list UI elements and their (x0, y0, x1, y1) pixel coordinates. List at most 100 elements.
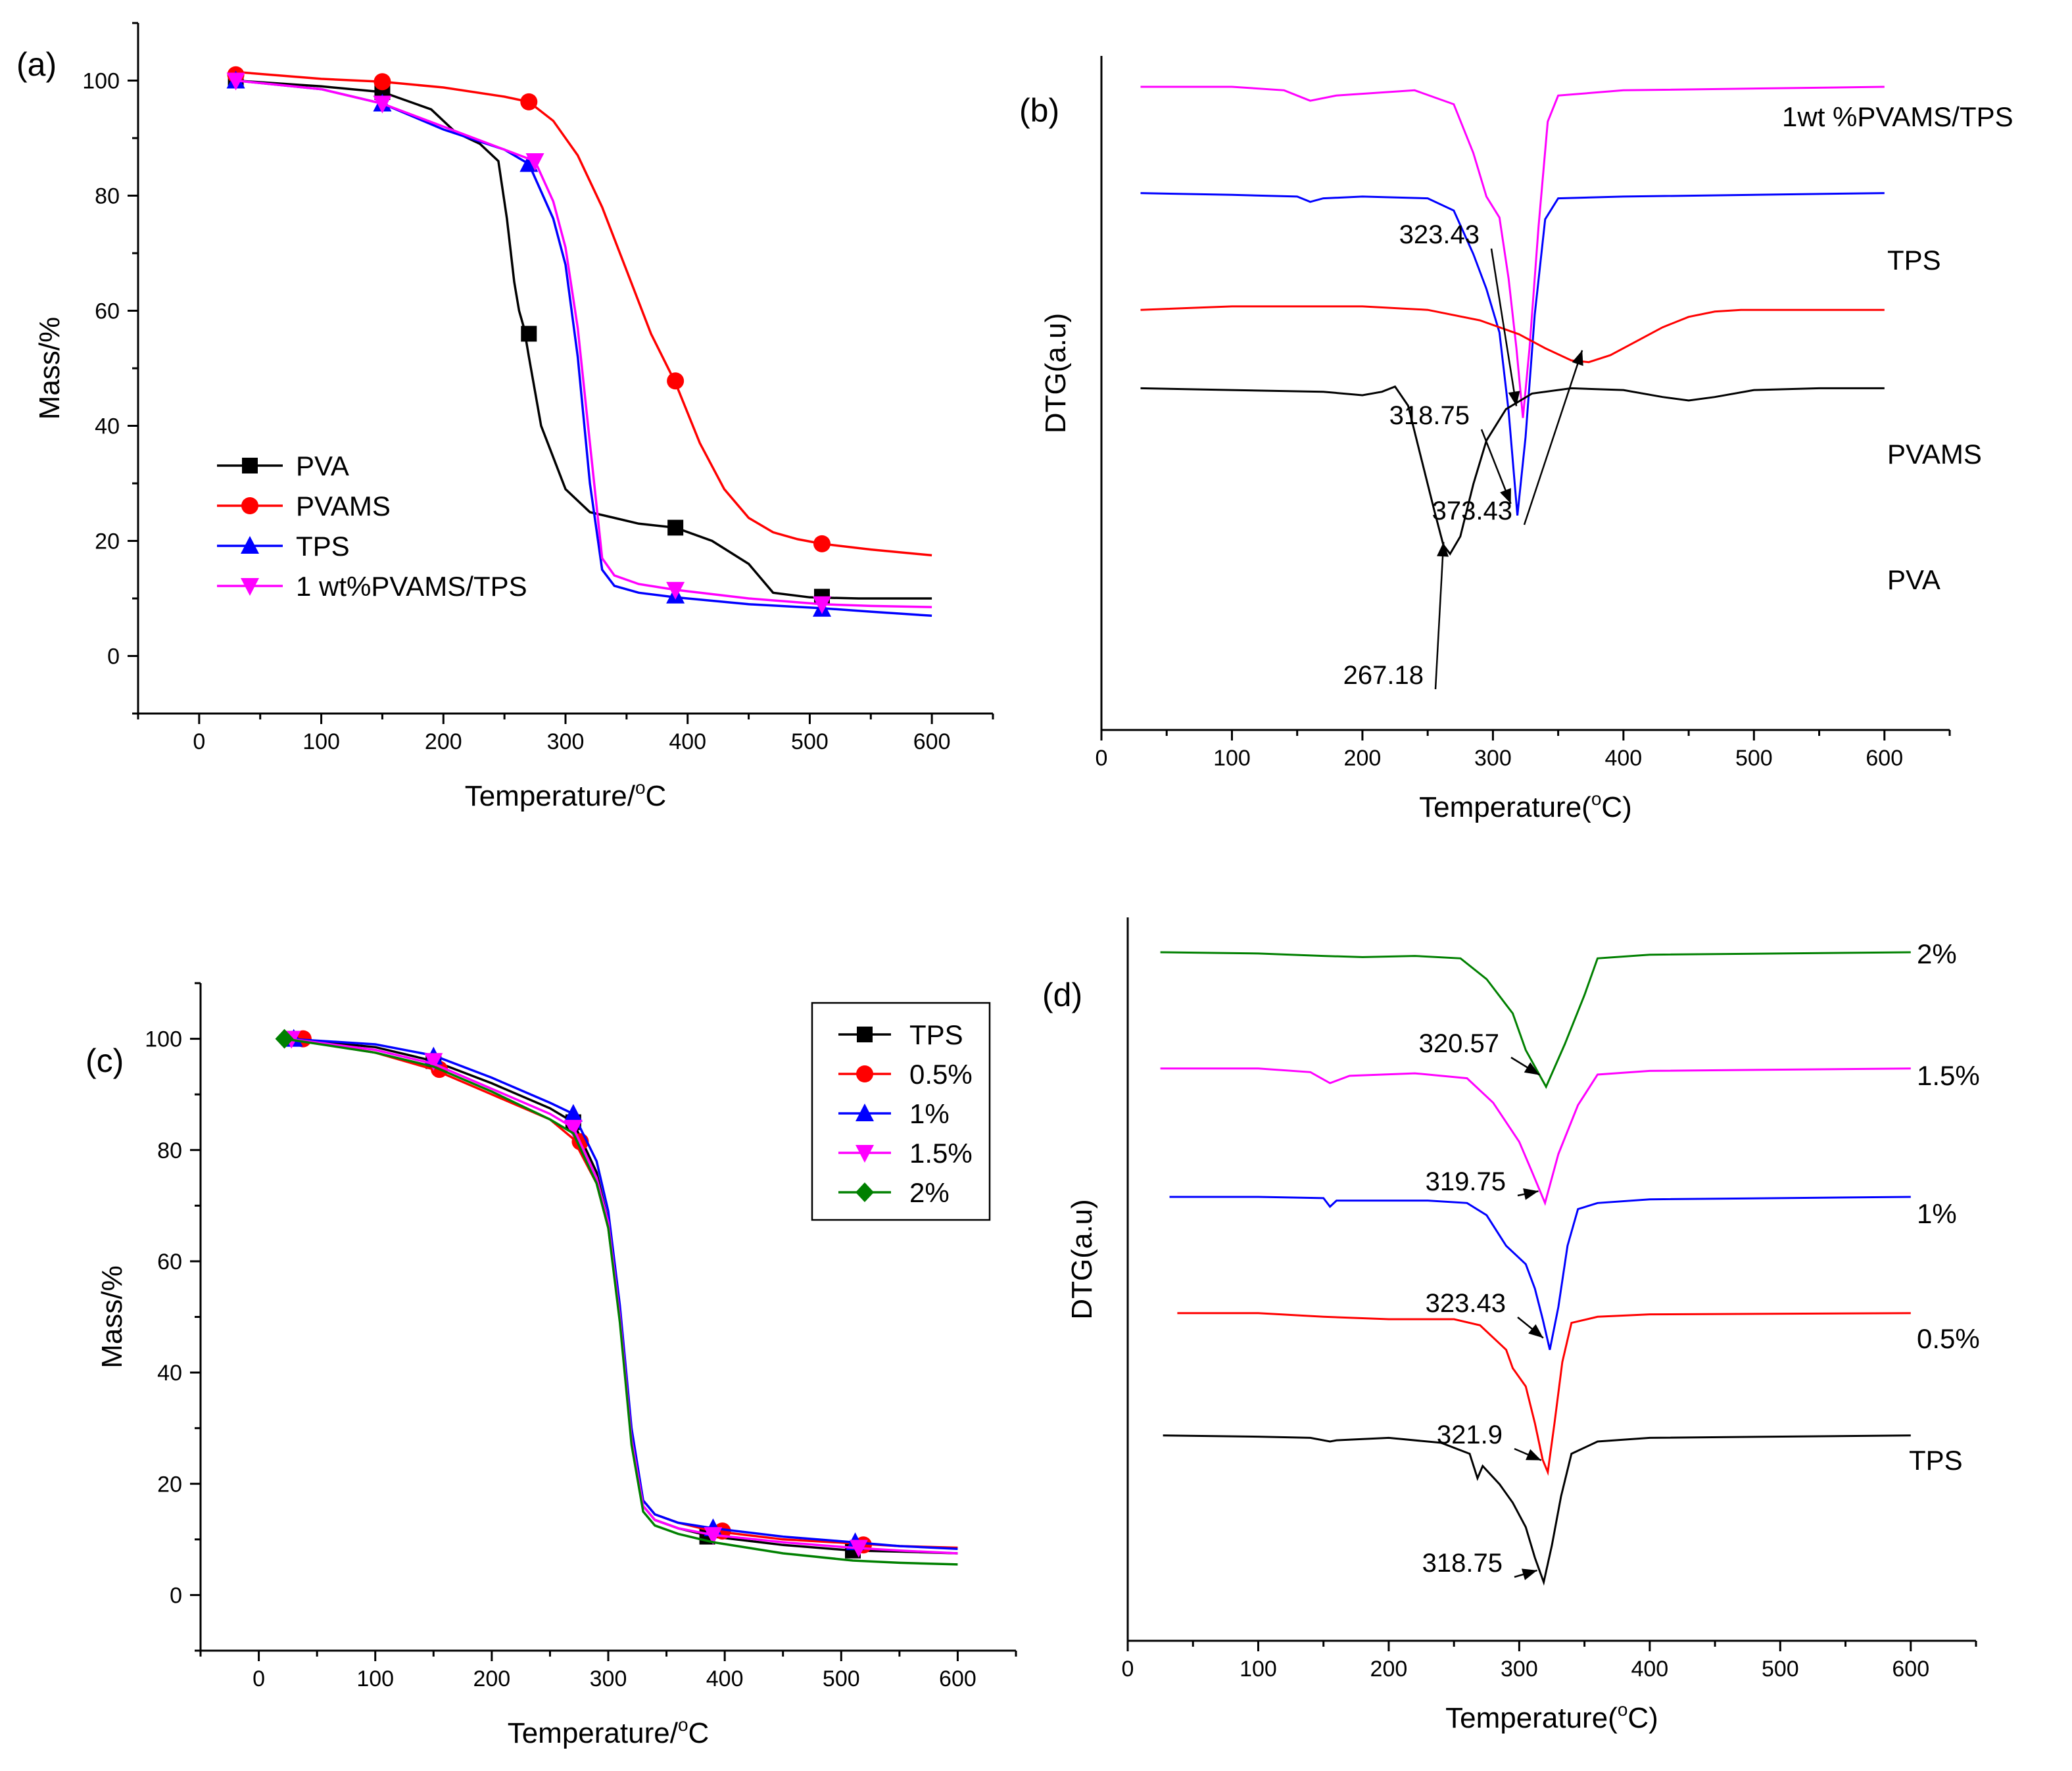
y-tick-label: 0 (107, 644, 120, 669)
annotation-arrow-line (1434, 542, 1445, 690)
x-axis-label: Temperature/oC (465, 777, 667, 812)
curve-label: TPS (1887, 245, 1941, 276)
x-tick-label: 400 (1604, 746, 1642, 771)
y-tick-label: 60 (95, 299, 120, 324)
x-tick-label: 200 (1344, 746, 1382, 771)
y-tick-label: 80 (95, 184, 120, 209)
x-axis-label: Temperature(oC) (1445, 1699, 1658, 1734)
series-line-1% (287, 1037, 958, 1550)
series-line-TPS (235, 79, 932, 618)
marker-square (242, 458, 258, 473)
x-tick-label: 0 (253, 1666, 265, 1691)
y-axis-label: Mass/% (34, 317, 66, 420)
annotation-arrow-head (1526, 1449, 1541, 1461)
annotation-arrow-head (1521, 1568, 1537, 1580)
x-tick-label: 100 (1213, 746, 1251, 771)
panel-label: (c) (85, 1042, 124, 1079)
peak-annotation: 267.18 (1343, 661, 1424, 690)
curve-label: 0.5% (1917, 1323, 1980, 1354)
marker-triangle-down (855, 1145, 874, 1163)
marker-triangle-down (564, 1119, 583, 1138)
x-tick-label: 200 (425, 729, 462, 754)
series-line-TPS (287, 1037, 958, 1555)
y-tick-label: 20 (157, 1472, 182, 1497)
annotation-arrow-line (1490, 248, 1518, 406)
series-line-2% (1160, 951, 1911, 1089)
x-axis-label: Temperature(oC) (1419, 788, 1632, 823)
annotation-arrow-head (1572, 350, 1583, 366)
annotation-arrow-head (1524, 1062, 1540, 1075)
y-axis-label: DTG(a.u) (1066, 1199, 1098, 1319)
x-tick-label: 100 (356, 1666, 394, 1691)
annotation-arrow-head (1528, 1324, 1543, 1338)
x-axis-label: Temperature/oC (508, 1714, 710, 1749)
peak-annotation: 320.57 (1419, 1029, 1499, 1058)
annotation-arrow-head (1500, 488, 1511, 504)
series-line-0.5% (1177, 1312, 1911, 1476)
annotation-arrow-head (1508, 391, 1520, 406)
legend-label: 1 wt%PVAMS/TPS (296, 571, 527, 602)
x-tick-label: 600 (913, 729, 951, 754)
marker-triangle-down (704, 1527, 723, 1545)
marker-square (857, 1027, 873, 1042)
x-tick-label: 600 (939, 1666, 976, 1691)
peak-annotation: 323.43 (1399, 220, 1480, 249)
annotation-arrow-head (1523, 1188, 1539, 1200)
marker-circle (813, 535, 831, 552)
curve-label: PVAMS (1887, 439, 1982, 470)
x-tick-label: 400 (706, 1666, 744, 1691)
x-tick-label: 500 (791, 729, 829, 754)
x-tick-label: 300 (1501, 1657, 1538, 1682)
marker-triangle-down (241, 578, 259, 596)
y-tick-label: 20 (95, 529, 120, 554)
x-tick-label: 400 (1631, 1657, 1668, 1682)
legend-label: 1% (909, 1098, 950, 1129)
series-line-1 wt%PVAMS/TPS (235, 79, 932, 608)
marker-triangle-down (813, 596, 831, 614)
chart-panel-c: 0 100 200 300 400 500 600 0 20 40 60 80 100 Temperatu… (85, 982, 1017, 1749)
y-axis-label: DTG(a.u) (1040, 313, 1072, 433)
marker-triangle-up (855, 1104, 874, 1121)
y-tick-label: 80 (157, 1138, 182, 1163)
series-line-1% (1169, 1196, 1911, 1350)
y-tick-label: 100 (145, 1027, 182, 1052)
series-line-PVAMS (235, 70, 932, 557)
x-tick-label: 100 (1240, 1657, 1277, 1682)
peak-annotation: 319.75 (1426, 1167, 1506, 1196)
marker-circle (373, 73, 391, 91)
peak-annotation: 373.43 (1432, 497, 1512, 525)
panel-label: (d) (1042, 977, 1082, 1013)
x-tick-label: 300 (590, 1666, 627, 1691)
curve-label: 2% (1917, 938, 1957, 969)
x-tick-label: 500 (1762, 1657, 1799, 1682)
x-tick-label: 200 (473, 1666, 510, 1691)
marker-diamond (855, 1182, 874, 1202)
series-line-2% (284, 1037, 958, 1566)
x-tick-label: 500 (823, 1666, 860, 1691)
annotation-arrow-line (1523, 350, 1583, 525)
marker-circle (241, 497, 258, 514)
y-tick-label: 60 (157, 1249, 182, 1274)
curve-label: 1wt %PVAMS/TPS (1782, 101, 2013, 132)
series-line-PVA (1140, 385, 1885, 556)
marker-triangle-down (373, 95, 392, 114)
panel-label: (a) (16, 46, 57, 83)
marker-circle (667, 372, 685, 390)
chart-panel-a: 0 100 200 300 400 500 600 0 20 40 60 80 100 Temperatu… (16, 22, 994, 812)
series-line-1wt %PVAMS/TPS (1140, 85, 1885, 418)
peak-annotation: 323.43 (1426, 1289, 1506, 1318)
marker-triangle-down (226, 72, 245, 91)
x-tick-label: 0 (1122, 1657, 1134, 1682)
peak-annotation: 318.75 (1422, 1549, 1503, 1578)
x-tick-label: 0 (1096, 746, 1108, 771)
legend-label: PVAMS (296, 491, 391, 522)
x-tick-label: 400 (669, 729, 706, 754)
marker-circle (520, 93, 538, 110)
legend-label: 2% (909, 1177, 950, 1208)
peak-annotation: 321.9 (1437, 1420, 1503, 1449)
marker-triangle-up (241, 536, 259, 554)
marker-square (667, 520, 684, 536)
series-line-TPS (1140, 192, 1885, 516)
x-tick-label: 100 (302, 729, 340, 754)
